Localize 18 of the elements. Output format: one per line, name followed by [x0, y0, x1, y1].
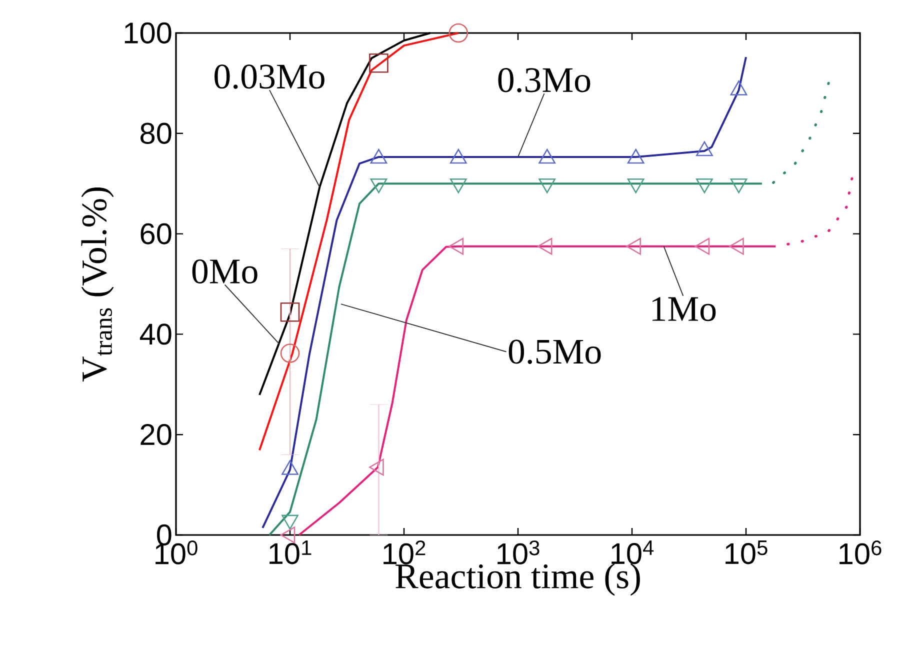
y-tick-label: 60 [140, 223, 172, 244]
x-tick-label: 10$^{1}$ [270, 540, 312, 564]
y-tick-label: 20 [140, 424, 172, 446]
x-tick-label: 10$^{6}$ [840, 540, 882, 564]
x-tick-label: 10$^{5}$ [726, 540, 768, 564]
y-tick-label: 80 [140, 122, 172, 144]
x-tick-label: 10$^{3}$ [498, 540, 540, 564]
annotation: 0.03Mo [214, 64, 324, 89]
annotation: 0Mo [192, 259, 258, 284]
annotation: 0.3Mo [498, 68, 590, 92]
y-tick-label: 100 [124, 22, 172, 44]
x-axis-title: Reaction time (s) [396, 563, 640, 596]
y-tick-label: 40 [140, 324, 172, 345]
y-axis-title: V$_{trans}$ (Vol.%) [81, 188, 114, 382]
annotation: 0.5Mo [508, 340, 601, 364]
x-tick-label: 10$^{2}$ [384, 540, 426, 564]
x-tick-label: 10$^{4}$ [612, 540, 654, 564]
annotation: 1Mo [652, 297, 716, 322]
